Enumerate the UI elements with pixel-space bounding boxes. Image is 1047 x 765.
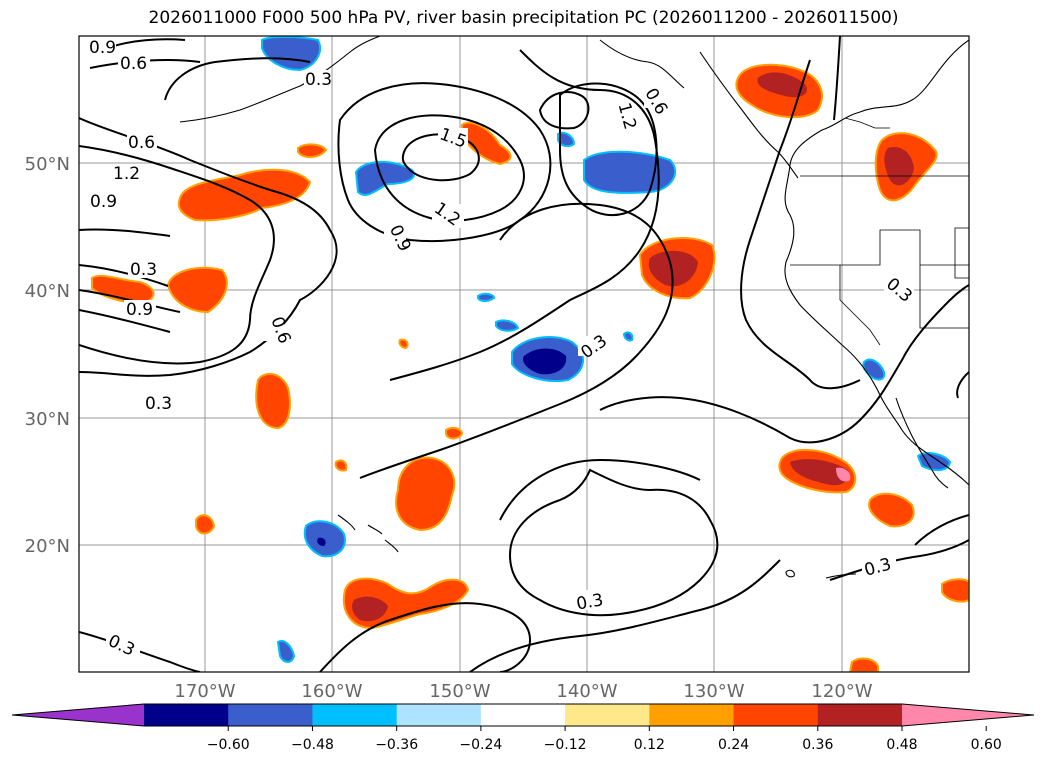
precip-blob bbox=[622, 331, 634, 342]
colorbar-segment bbox=[649, 704, 735, 726]
lat-label: 20°N bbox=[25, 536, 70, 557]
colorbar bbox=[11, 703, 1035, 731]
lon-label: 160°W bbox=[301, 681, 362, 702]
colorbar-tick-label: −0.48 bbox=[291, 737, 334, 753]
contour-label: 0.9 bbox=[89, 38, 116, 58]
precip-blob bbox=[648, 250, 698, 287]
colorbar-tick-label: 0.60 bbox=[971, 737, 1002, 753]
precip-blob bbox=[495, 319, 520, 332]
colorbar-outline bbox=[11, 703, 1035, 727]
colorbar-tick-label: 0.48 bbox=[886, 737, 917, 753]
contour-label: 0.9 bbox=[126, 300, 153, 320]
lon-label: 130°W bbox=[683, 681, 744, 702]
precip-blob bbox=[91, 274, 155, 306]
colorbar-tick-label: 0.24 bbox=[718, 737, 749, 753]
contour-label: 0.3 bbox=[575, 590, 605, 614]
colorbar-segment bbox=[733, 704, 819, 726]
precip-blob bbox=[757, 72, 808, 98]
precip-blob bbox=[395, 456, 456, 532]
contour-label: 1.2 bbox=[113, 164, 140, 184]
graticule bbox=[79, 36, 969, 672]
precip-blob bbox=[303, 520, 346, 558]
contour-label: 0.6 bbox=[120, 54, 147, 74]
colorbar-tick-label: −0.12 bbox=[544, 737, 587, 753]
precip-blob bbox=[868, 492, 915, 528]
colorbar-tick-label: −0.24 bbox=[459, 737, 502, 753]
precip-blob bbox=[522, 348, 567, 375]
lon-label: 150°W bbox=[429, 681, 490, 702]
precip-blob bbox=[276, 640, 296, 663]
colorbar-segment bbox=[396, 704, 482, 726]
precip-blob bbox=[941, 578, 969, 603]
precip-blob bbox=[352, 596, 388, 622]
precip-blob bbox=[461, 121, 512, 166]
pv-contours bbox=[79, 36, 969, 672]
precip-blob bbox=[195, 514, 216, 535]
precip-blob bbox=[445, 426, 464, 440]
colorbar-segment bbox=[565, 704, 650, 726]
precip-blob bbox=[297, 143, 328, 158]
colorbar-segment bbox=[480, 704, 566, 726]
precip-blob bbox=[836, 467, 851, 482]
longitude-labels: 170°W 160°W 150°W 140°W 130°W 120°W bbox=[174, 681, 872, 702]
colorbar-extension-min bbox=[12, 704, 144, 726]
map-title: 2026011000 F000 500 hPa PV, river basin … bbox=[148, 8, 899, 28]
map-frame bbox=[78, 35, 970, 673]
colorbar-segment bbox=[228, 704, 313, 726]
precip-blob bbox=[790, 459, 849, 486]
contour-label: 0.3 bbox=[305, 70, 332, 90]
colorbar-segment bbox=[817, 704, 903, 726]
precip-blob bbox=[477, 292, 496, 302]
precip-blob bbox=[317, 537, 326, 546]
colorbar-tick-label: −0.60 bbox=[207, 737, 250, 753]
precip-blob bbox=[334, 459, 348, 472]
colorbar-tick-label: 0.12 bbox=[634, 737, 665, 753]
colorbar-extension-max bbox=[902, 704, 1034, 726]
precip-blob bbox=[583, 150, 677, 194]
lon-label: 140°W bbox=[556, 681, 617, 702]
contour-label: 0.6 bbox=[128, 133, 155, 153]
lon-label: 120°W bbox=[811, 681, 872, 702]
colorbar-segment bbox=[144, 704, 229, 726]
lat-label: 30°N bbox=[25, 409, 70, 430]
coastlines bbox=[179, 36, 969, 579]
colorbar-segment bbox=[312, 704, 398, 726]
precip-blob bbox=[255, 372, 291, 430]
precip-blob bbox=[166, 266, 228, 314]
contour-label: 0.3 bbox=[145, 394, 172, 414]
precip-blob bbox=[848, 657, 879, 672]
contour-label: 0.3 bbox=[130, 260, 157, 280]
lon-label: 170°W bbox=[174, 681, 235, 702]
latitude-labels: 50°N 40°N 30°N 20°N bbox=[25, 154, 70, 557]
colorbar-tick-label: 0.36 bbox=[802, 737, 833, 753]
contour-label: 0.9 bbox=[90, 192, 117, 212]
precip-blob bbox=[398, 338, 409, 350]
colorbar-tick-label: −0.36 bbox=[375, 737, 418, 753]
lat-label: 40°N bbox=[25, 281, 70, 302]
boundaries bbox=[790, 117, 969, 346]
colorbar-tick-labels: −0.60 −0.48 −0.36 −0.24 −0.12 0.12 0.24 … bbox=[207, 737, 1002, 753]
lat-label: 50°N bbox=[25, 154, 70, 175]
